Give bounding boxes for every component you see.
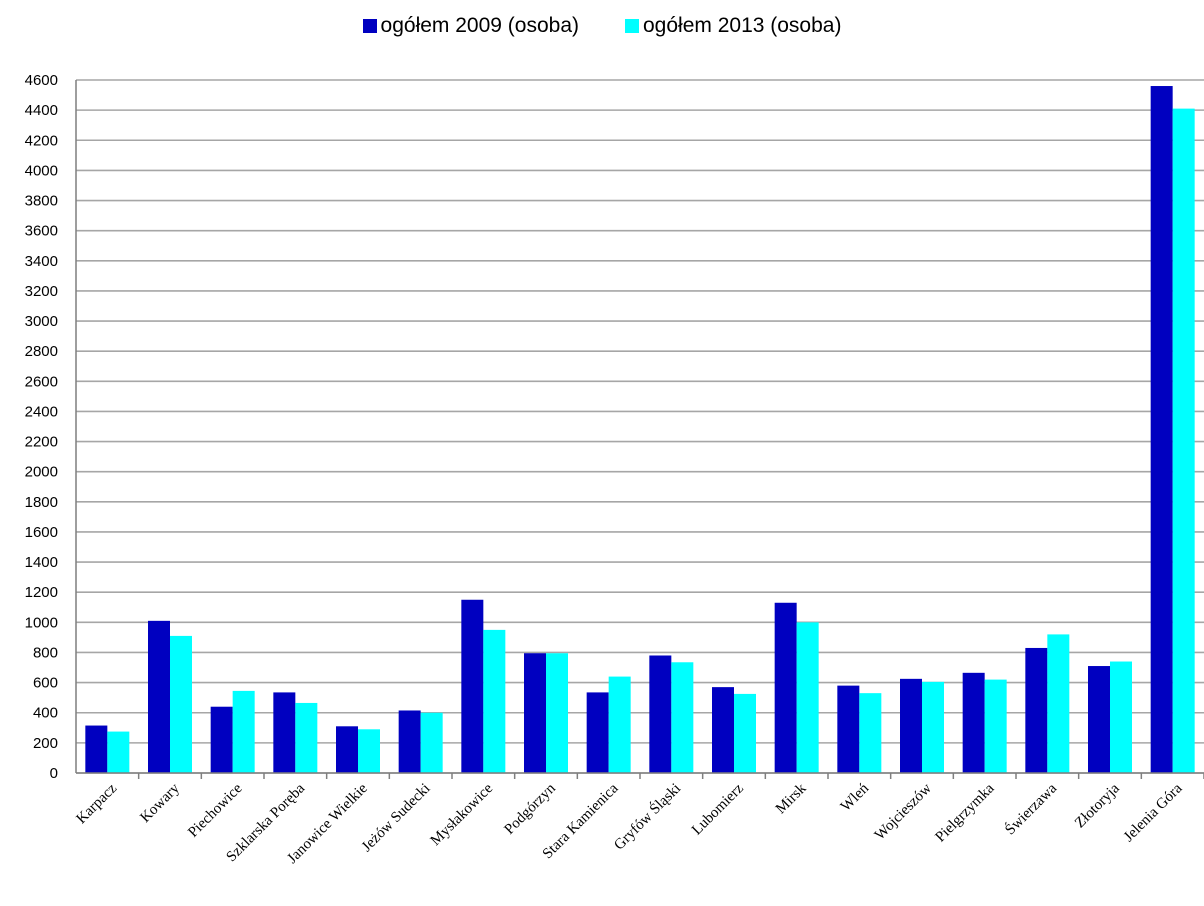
y-tick-label: 1800 [25,494,58,511]
bar-2013 [232,690,255,773]
legend-swatch-2013 [625,19,639,33]
bar-2009 [712,687,734,773]
bar-2009 [148,620,170,773]
bar-2013 [1172,108,1195,774]
bar-2013 [358,729,380,773]
y-tick-label: 3800 [25,193,58,210]
bar-2009 [1150,86,1173,774]
bar-2013 [295,702,318,773]
bar-2009 [1025,647,1048,773]
y-tick-label: 1000 [25,614,58,631]
bar-2013 [420,712,443,773]
legend-item-2013: ogółem 2013 (osoba) [625,14,841,38]
bar-2009 [461,599,484,773]
bar-2013 [546,653,568,773]
x-tick-label: Lubomierz [689,780,747,838]
y-tick-label: 2200 [25,434,58,451]
bar-2009 [774,602,797,773]
bar-2009 [1088,666,1110,773]
bar-2013 [984,679,1007,773]
bar-2009 [586,692,609,773]
bar-2013 [734,693,756,773]
y-tick-label: 3200 [25,283,58,300]
x-tick-label: Świerzawa [1002,780,1061,839]
y-tick-label: 1200 [25,584,58,601]
y-tick-label: 3000 [25,313,58,330]
y-tick-label: 600 [33,675,58,692]
y-tick-label: 2000 [25,464,58,481]
y-axis: 0 200 400 600 800 1000 1200 1400 1600 1800 2000 220… [25,72,77,782]
legend-label-2013: ogółem 2013 (osoba) [643,14,842,37]
chart-legend: ogółem 2009 (osoba) ogółem 2013 (osoba) [0,14,1204,38]
bar-2009 [524,653,546,773]
y-tick-label: 4400 [25,102,58,119]
y-tick-label: 4200 [25,132,58,149]
bar-2013 [796,622,819,773]
y-tick-label: 400 [33,705,58,722]
bar-2009 [398,710,421,773]
y-tick-label: 4000 [25,162,58,179]
legend-swatch-2009 [362,19,377,33]
y-tick-label: 3600 [25,223,58,240]
x-tick-label: Mirsk [773,780,810,817]
x-tick-label: Kowary [137,780,183,826]
bar-2013 [170,635,192,773]
bar-2013 [859,693,882,773]
y-tick-label: 2800 [25,343,58,360]
bar-2013 [107,731,130,773]
y-tick-label: 4600 [25,72,58,89]
bar-2009 [900,678,922,773]
x-tick-label: Karpacz [74,780,121,827]
bar-2009 [336,726,358,773]
x-tick-label: Złotoryja [1072,780,1123,831]
x-tick-label: Pielgrzymka [933,780,998,845]
bars [85,86,1195,774]
y-tick-label: 3400 [25,253,58,270]
y-tick-label: 1600 [25,524,58,541]
x-tick-label: Wojcieszów [872,780,935,843]
x-tick-label: Podgórzyn [502,780,560,838]
x-tick-label: Gryfów Śląski [611,780,685,854]
bar-2013 [1110,661,1132,773]
bar-2013 [1047,634,1070,773]
y-tick-label: 2600 [25,373,58,390]
x-tick-label: Wleń [838,780,873,815]
bar-2009 [649,655,672,773]
y-tick-label: 1400 [25,554,58,571]
bar-2013 [608,676,631,773]
legend-item-2009: ogółem 2009 (osoba) [362,14,579,38]
x-tick-label: Piechowice [185,780,245,840]
y-tick-label: 800 [33,644,58,661]
y-tick-label: 200 [33,735,58,752]
bar-2009 [273,692,296,773]
x-tick-label: Jelenia Góra [1121,780,1186,845]
bar-2009 [962,672,985,773]
y-tick-label: 2400 [25,403,58,420]
gridlines [76,79,1204,774]
bar-2013 [671,662,694,773]
bar-2013 [922,681,944,773]
bar-2009 [85,725,108,773]
y-tick-label: 0 [50,765,58,782]
bar-2009 [837,685,860,773]
x-tick-label: Mysłakowice [428,780,497,849]
legend-label-2009: ogółem 2009 (osoba) [380,14,579,37]
bar-2013 [483,629,506,773]
bar-2009 [210,706,233,773]
